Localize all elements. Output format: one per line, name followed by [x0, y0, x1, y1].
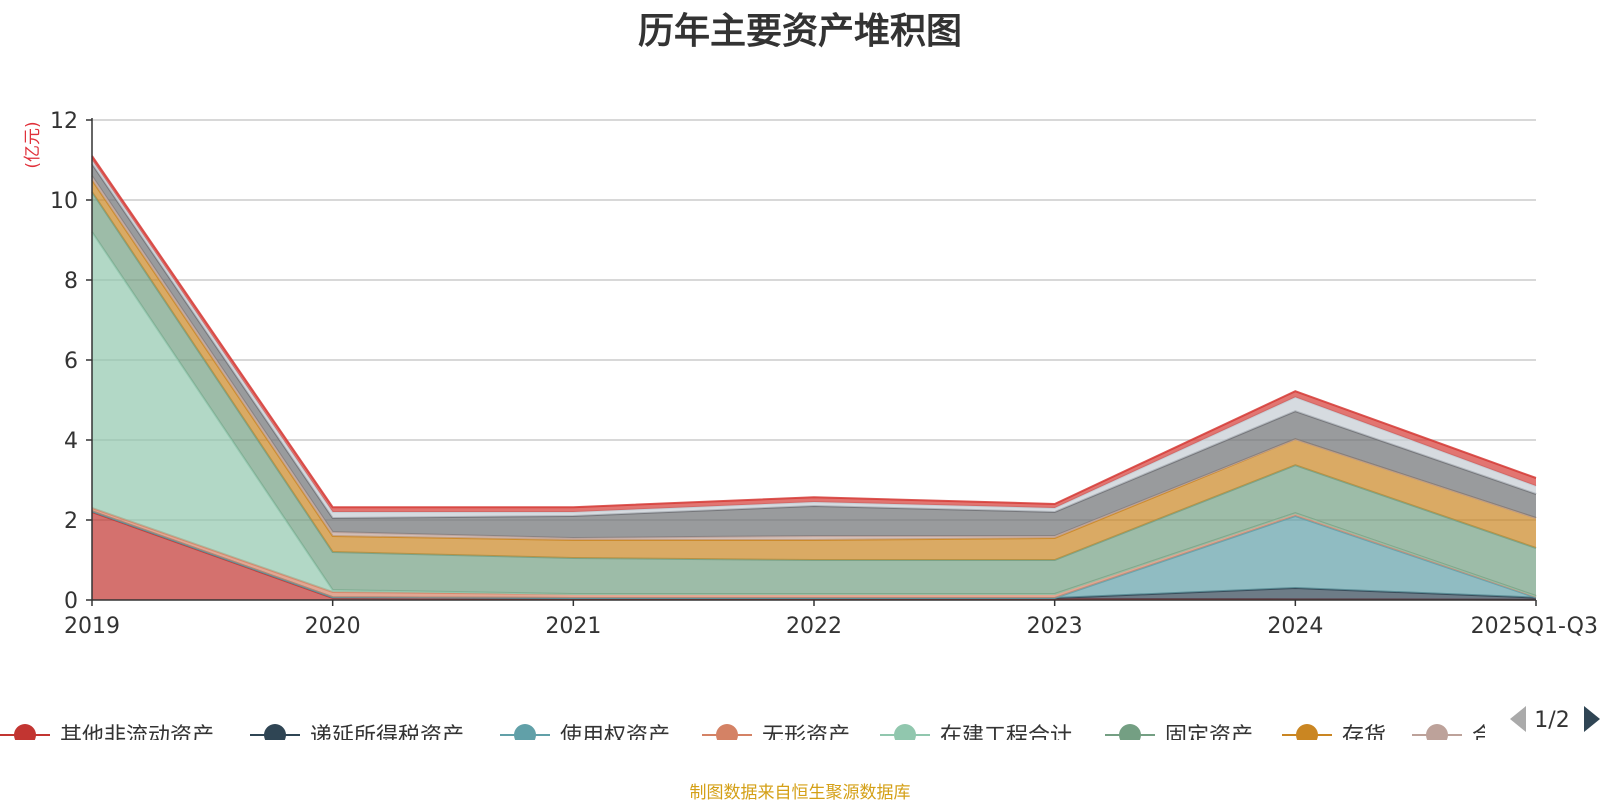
legend-page-indicator: 1/2 — [1534, 708, 1569, 733]
legend-item[interactable]: 固定资产 — [1105, 724, 1253, 749]
legend-marker-icon — [1119, 724, 1141, 740]
line-货币资金 — [91, 155, 1537, 509]
x-tick-label: 2025Q1-Q3 — [1471, 614, 1598, 639]
x-tick-label: 2021 — [545, 614, 601, 639]
x-tick-label: 2023 — [1027, 614, 1083, 639]
area-其他非流动资产 — [92, 512, 1536, 600]
legend-item[interactable]: 无形资产 — [702, 724, 850, 749]
legend-label: 其他非流动资产 — [60, 724, 214, 749]
legend-marker-icon — [14, 724, 36, 740]
y-tick-label: 0 — [64, 589, 78, 614]
legend-label: 在建工程合计 — [940, 724, 1072, 749]
x-tick-label: 2019 — [64, 614, 120, 639]
y-tick-label: 6 — [64, 349, 78, 374]
x-tick-label: 2024 — [1267, 614, 1323, 639]
legend-marker-icon — [1426, 724, 1448, 740]
x-tick-label: 2020 — [305, 614, 361, 639]
y-axis-unit: (亿元) — [23, 121, 43, 168]
y-tick-label: 10 — [50, 189, 78, 214]
legend-marker-icon — [264, 724, 286, 740]
legend-label: 递延所得税资产 — [310, 724, 464, 749]
y-tick-label: 8 — [64, 269, 78, 294]
legend-item[interactable]: 存货 — [1282, 724, 1386, 749]
legend-marker-icon — [894, 724, 916, 740]
y-tick-label: 4 — [64, 429, 78, 454]
y-tick-label: 2 — [64, 509, 78, 534]
x-tick-label: 2022 — [786, 614, 842, 639]
chart-title: 历年主要资产堆积图 — [637, 11, 962, 52]
legend-marker-icon — [514, 724, 536, 740]
legend-item[interactable]: 递延所得税资产 — [250, 724, 464, 749]
area-series — [91, 155, 1537, 601]
y-tick-label: 12 — [50, 109, 78, 134]
legend-marker-icon — [1296, 724, 1318, 740]
legend-label: 存货 — [1342, 724, 1386, 749]
legend-item[interactable]: 在建工程合计 — [880, 724, 1072, 749]
legend-label: 固定资产 — [1165, 724, 1253, 749]
area-使用权资产 — [92, 511, 1536, 598]
legend-item[interactable]: 使用权资产 — [500, 724, 670, 749]
legend-item[interactable]: 其他非流动资产 — [0, 724, 214, 749]
data-source-note: 制图数据来自恒生聚源数据库 — [689, 783, 911, 803]
legend-item[interactable]: 合同资产 — [1412, 724, 1560, 749]
legend-pager: 1/2 — [1510, 706, 1600, 733]
legend-next-icon[interactable] — [1584, 706, 1600, 732]
legend-label: 使用权资产 — [560, 724, 670, 749]
legend-label: 无形资产 — [762, 724, 850, 749]
legend-prev-icon[interactable] — [1510, 706, 1526, 732]
legend-label: 合同资产 — [1472, 724, 1560, 749]
legend[interactable]: 其他非流动资产 递延所得税资产 使用权资产 无形资产 在建工程合计 固定资产 存货 合同资产 — [0, 724, 1560, 749]
axes: 0 2 4 6 8 10 12 2019 2020 2021 2022 2023 2024 2025Q1-… — [50, 109, 1598, 639]
legend-marker-icon — [716, 724, 738, 740]
